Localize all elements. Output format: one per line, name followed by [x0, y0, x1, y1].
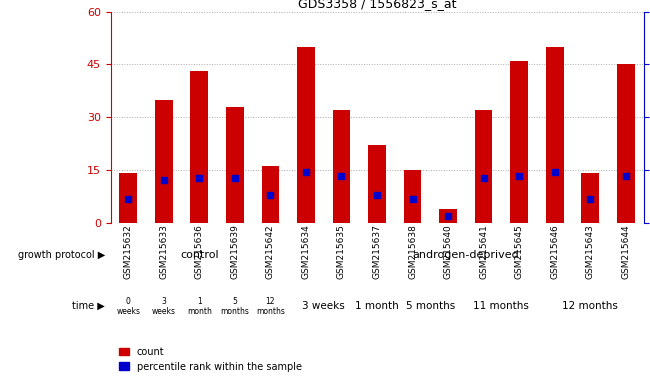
- Bar: [439, 209, 457, 223]
- Point: [159, 177, 169, 184]
- Bar: [190, 71, 208, 223]
- Bar: [368, 145, 386, 223]
- Text: 5
months: 5 months: [220, 296, 250, 316]
- Text: 12 months: 12 months: [562, 301, 618, 311]
- Point: [229, 175, 240, 182]
- Point: [194, 175, 205, 182]
- Point: [301, 169, 311, 175]
- Title: GDS3358 / 1556823_s_at: GDS3358 / 1556823_s_at: [298, 0, 456, 10]
- Point: [123, 197, 133, 203]
- Point: [336, 173, 346, 179]
- Bar: [333, 110, 350, 223]
- Bar: [404, 170, 421, 223]
- Bar: [261, 166, 280, 223]
- Point: [265, 192, 276, 199]
- Point: [514, 173, 525, 179]
- Bar: [297, 47, 315, 223]
- Text: 11 months: 11 months: [473, 301, 529, 311]
- Text: androgen-deprived: androgen-deprived: [413, 250, 519, 260]
- Text: 0
weeks: 0 weeks: [116, 296, 140, 316]
- Bar: [226, 107, 244, 223]
- Point: [443, 214, 453, 220]
- Point: [585, 197, 595, 203]
- Point: [408, 197, 418, 203]
- Bar: [474, 110, 493, 223]
- Text: 3 weeks: 3 weeks: [302, 301, 345, 311]
- Bar: [581, 174, 599, 223]
- Point: [372, 192, 382, 199]
- Text: 1
month: 1 month: [187, 296, 212, 316]
- Text: 3
weeks: 3 weeks: [152, 296, 176, 316]
- Text: 12
months: 12 months: [256, 296, 285, 316]
- Bar: [120, 174, 137, 223]
- Point: [549, 169, 560, 175]
- Text: growth protocol ▶: growth protocol ▶: [18, 250, 105, 260]
- Text: control: control: [180, 250, 218, 260]
- Bar: [546, 47, 564, 223]
- Point: [478, 175, 489, 182]
- Bar: [617, 64, 634, 223]
- Point: [621, 173, 631, 179]
- Text: 5 months: 5 months: [406, 301, 455, 311]
- Bar: [155, 99, 173, 223]
- Bar: [510, 61, 528, 223]
- Legend: count, percentile rank within the sample: count, percentile rank within the sample: [115, 343, 306, 376]
- Text: 1 month: 1 month: [355, 301, 399, 311]
- Text: time ▶: time ▶: [72, 301, 105, 311]
